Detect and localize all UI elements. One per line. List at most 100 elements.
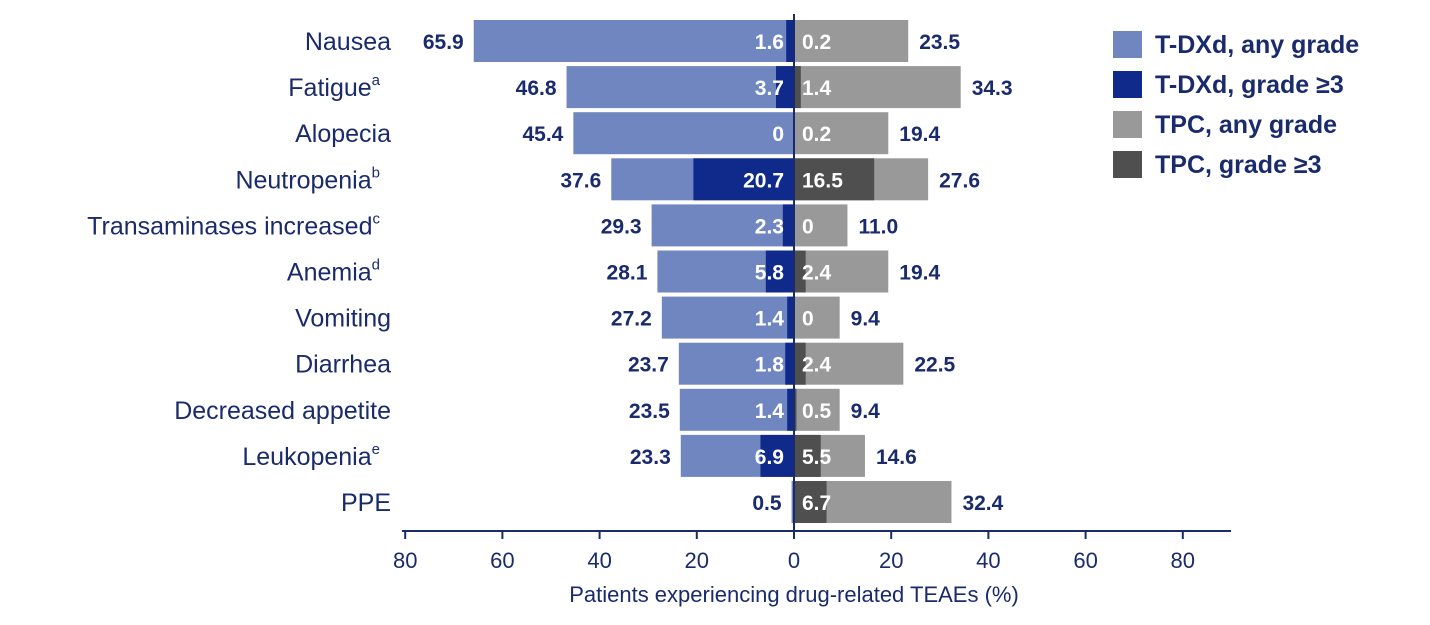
category-footnote: e	[372, 441, 380, 458]
label-tdxd-grade3: 6.9	[755, 446, 784, 469]
bar-tpc-any-grade	[794, 388, 840, 431]
label-tdxd-grade3: 20.7	[743, 169, 784, 192]
label-tdxd-grade3: 0	[772, 123, 784, 146]
label-tdxd-any-grade: 45.4	[522, 123, 563, 146]
bar-tdxd-any-grade	[473, 20, 794, 62]
category-label: Nausea	[305, 28, 391, 56]
label-tpc-any-grade: 11.0	[858, 215, 898, 238]
category-label: Transaminases increasedc	[87, 210, 380, 240]
label-tdxd-any-grade: 46.8	[516, 77, 557, 100]
label-tdxd-grade3: 1.4	[755, 308, 785, 331]
legend-swatch	[1113, 31, 1142, 58]
bar-tpc-any-grade	[794, 20, 909, 62]
x-tick-label: 0	[788, 548, 800, 573]
label-tdxd-any-grade: 28.1	[607, 262, 648, 285]
x-tick-label: 40	[976, 548, 1000, 573]
bar-tdxd-grade3	[787, 388, 794, 431]
x-ticks-layer: 80 60 40 20 0 20 40 60 80	[393, 531, 1195, 573]
bar-tpc-any-grade	[794, 250, 889, 293]
bar-tdxd-grade3	[765, 250, 794, 293]
label-tdxd-any-grade: 65.9	[423, 31, 464, 54]
label-tdxd-grade3: 3.7	[755, 77, 784, 100]
bar-tpc-grade3	[794, 388, 797, 431]
label-tpc-any-grade: 9.4	[851, 308, 881, 331]
label-tpc-grade3: 6.7	[802, 492, 831, 515]
bar-tdxd-grade3	[760, 434, 794, 477]
label-tdxd-any-grade: 29.3	[601, 215, 642, 238]
bar-tdxd-grade3	[787, 296, 794, 339]
bar-tpc-grade3	[794, 481, 827, 523]
bar-tdxd-any-grade	[573, 112, 794, 155]
bar-tdxd-grade3	[693, 158, 794, 201]
bar-tdxd-any-grade	[679, 388, 794, 431]
legend-label: TPC, grade ≥3	[1155, 151, 1322, 179]
bar-tpc-any-grade	[794, 66, 961, 109]
category-footnote: d	[372, 257, 380, 274]
bar-tpc-any-grade	[794, 204, 848, 247]
bar-tdxd-any-grade	[791, 481, 794, 523]
label-tpc-grade3: 5.5	[802, 446, 832, 469]
x-tick-label: 20	[879, 548, 903, 573]
category-label: Alopecia	[295, 120, 391, 148]
label-tpc-any-grade: 19.4	[899, 123, 940, 146]
bar-tdxd-grade3	[786, 20, 794, 62]
bar-tpc-any-grade	[794, 112, 889, 155]
x-tick-label: 80	[1171, 548, 1195, 573]
legend-label: T-DXd, grade ≥3	[1155, 71, 1344, 99]
label-tpc-grade3: 2.4	[802, 262, 832, 285]
legend-swatch	[1113, 111, 1142, 138]
label-tpc-any-grade: 22.5	[914, 354, 955, 377]
total-labels-layer: 65.9 23.5 46.8 34.3 45.4 19.4 37.6 27.6 29.3 11.0…	[423, 31, 1013, 515]
label-tpc-grade3: 0	[802, 215, 814, 238]
label-tpc-grade3: 16.5	[802, 169, 843, 192]
bar-tdxd-grade3	[782, 204, 794, 247]
category-footnote: c	[373, 210, 381, 227]
inner-labels-layer: 1.6 0.2 3.7 1.4 0 0.2 20.7 16.5 2.3 0 5.8 2.4 1.4 0 1.…	[743, 31, 843, 515]
legend: T-DXd, any grade T-DXd, grade ≥3 TPC, any …	[1113, 31, 1359, 179]
label-tpc-any-grade: 14.6	[876, 446, 917, 469]
label-tdxd-any-grade: 23.7	[628, 354, 669, 377]
label-tpc-grade3: 1.4	[802, 77, 832, 100]
label-tpc-any-grade: 32.4	[962, 492, 1003, 515]
label-tpc-any-grade: 34.3	[972, 77, 1013, 100]
category-label: PPE	[341, 489, 391, 517]
label-tdxd-any-grade: 37.6	[560, 169, 601, 192]
x-tick-label: 60	[1073, 548, 1097, 573]
bar-tpc-grade3	[794, 342, 806, 385]
bar-tpc-grade3	[794, 434, 821, 477]
category-label: Anemiad	[287, 257, 380, 287]
bar-tpc-grade3	[794, 250, 806, 293]
category-labels-layer: Nausea Fatiguea Alopecia Neutropeniab Transa…	[87, 28, 391, 517]
label-tpc-grade3: 2.4	[802, 354, 832, 377]
bar-tpc-any-grade	[794, 296, 840, 339]
label-tpc-grade3: 0.2	[802, 31, 831, 54]
legend-swatch	[1113, 71, 1142, 98]
category-footnote: b	[372, 164, 380, 181]
bar-tdxd-any-grade	[566, 66, 794, 109]
label-tdxd-grade3: 1.4	[755, 400, 785, 423]
bar-tpc-grade3	[794, 158, 875, 201]
label-tpc-any-grade: 27.6	[939, 169, 980, 192]
legend-label: TPC, any grade	[1155, 111, 1337, 139]
category-label: Vomiting	[295, 305, 391, 333]
x-tick-label: 60	[490, 548, 514, 573]
bar-tdxd-grade3	[776, 66, 794, 109]
label-tpc-any-grade: 23.5	[919, 31, 960, 54]
category-label: Decreased appetite	[174, 397, 391, 425]
category-label: Neutropeniab	[235, 164, 380, 194]
label-tdxd-grade3: 1.8	[755, 354, 785, 377]
category-footnote: a	[372, 72, 381, 89]
bar-tdxd-any-grade	[661, 296, 794, 339]
label-tpc-any-grade: 9.4	[851, 400, 881, 423]
legend-swatch	[1113, 151, 1142, 178]
x-tick-label: 20	[685, 548, 709, 573]
label-tdxd-any-grade: 23.3	[630, 446, 671, 469]
bars-layer	[473, 20, 961, 523]
label-tpc-grade3: 0.5	[802, 400, 832, 423]
x-axis-label: Patients experiencing drug-related TEAEs…	[569, 582, 1019, 607]
category-label: Diarrhea	[295, 351, 391, 379]
x-tick-label: 40	[587, 548, 611, 573]
legend-label: T-DXd, any grade	[1155, 31, 1359, 59]
bar-tdxd-any-grade	[678, 342, 794, 385]
